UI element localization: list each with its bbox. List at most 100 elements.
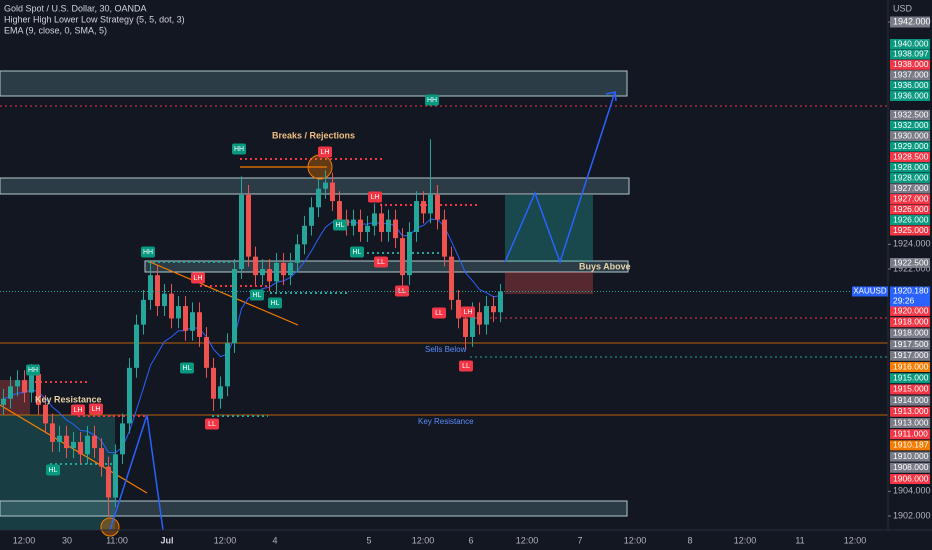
x-tick-label: 8 <box>687 535 692 545</box>
candle-body <box>127 367 132 424</box>
price-label-box <box>890 225 930 236</box>
price-label-box <box>890 59 930 70</box>
candle-body <box>141 299 146 325</box>
candle-body <box>15 380 20 387</box>
candle-body <box>29 374 34 393</box>
candle-body <box>197 312 202 337</box>
candle-body <box>484 306 489 325</box>
zone <box>0 70 628 97</box>
candle-body <box>302 225 307 245</box>
candle-body <box>71 441 76 449</box>
price-label-box <box>890 70 930 81</box>
candle-body <box>442 219 447 257</box>
x-tick-label: Jul <box>160 535 173 545</box>
candle-body <box>288 262 293 276</box>
price-label-box <box>890 317 930 328</box>
candle-body <box>148 275 153 300</box>
price-label-box <box>890 258 930 268</box>
price-label-box <box>890 339 930 350</box>
candle-body <box>169 293 174 319</box>
candle-body <box>211 367 216 399</box>
tick-box <box>890 16 930 28</box>
candle-body <box>281 262 286 276</box>
pivot-label: HL <box>253 292 262 299</box>
y-tick-label: 1942.000 <box>893 16 931 26</box>
candle-body <box>386 219 391 232</box>
pivot-label: HH <box>234 146 244 153</box>
price-label-box <box>890 474 930 484</box>
x-tick-label: 4 <box>272 535 277 545</box>
price-label-box <box>890 204 930 215</box>
x-tick-label: 12:00 <box>734 535 757 545</box>
last-price-box <box>890 286 930 307</box>
candle-body <box>176 306 181 319</box>
pivot-label: HL <box>353 249 362 256</box>
price-label: 1925.000 <box>893 225 929 235</box>
candle-body <box>50 423 55 442</box>
pivot-label: HL <box>336 222 345 229</box>
price-label-box <box>890 406 930 417</box>
x-tick-label: 6 <box>468 535 473 545</box>
x-tick-label: 11:00 <box>106 535 128 545</box>
price-label: 1908.000 <box>893 462 929 472</box>
price-label: 1910.000 <box>893 451 929 461</box>
price-label: 1911.000 <box>893 428 928 438</box>
indicator-legend: EMA (9, close, 0, SMA, 5) <box>4 25 107 35</box>
candle-body <box>134 324 139 368</box>
candle-body <box>498 291 503 313</box>
pivot-label: HH <box>427 97 437 104</box>
candle-body <box>36 374 41 405</box>
candle-body <box>64 435 69 449</box>
countdown: 29:26 <box>893 296 915 306</box>
price-label: 1926.000 <box>893 204 929 214</box>
price-label: 1914.000 <box>893 395 929 405</box>
candle-body <box>246 194 251 257</box>
x-tick-label: 12:00 <box>516 535 539 545</box>
price-label: 1906.000 <box>893 473 929 483</box>
candle-body <box>470 312 475 337</box>
zone <box>0 177 630 195</box>
pivot-badge <box>141 246 155 258</box>
symbol-box <box>852 286 888 297</box>
price-label-box <box>890 39 930 49</box>
pivot-label: LL <box>208 421 216 428</box>
candle-body <box>456 299 461 319</box>
annotation: Sells Below <box>425 345 467 354</box>
candle-body <box>57 435 62 442</box>
x-tick-label: 5 <box>366 535 371 545</box>
price-label: 1928.500 <box>893 151 929 161</box>
price-label: 1929.000 <box>893 141 929 151</box>
candle-body <box>351 219 356 226</box>
candle-body <box>183 306 188 331</box>
price-label-box <box>890 110 930 120</box>
price-label: 1928.000 <box>893 162 929 172</box>
price-label: 1917.500 <box>893 339 929 349</box>
candle-body <box>92 435 97 449</box>
zigzag <box>109 414 164 531</box>
candle-body <box>204 336 209 368</box>
price-label: 1928.000 <box>893 172 929 182</box>
annotation: Buys Above <box>579 261 631 271</box>
price-label-box <box>890 91 930 101</box>
candle-body <box>309 207 314 226</box>
pivot-label: LH <box>321 149 330 156</box>
price-label: 1927.000 <box>893 183 929 193</box>
pivot-badge <box>432 307 446 319</box>
x-tick-label: 12:00 <box>13 535 36 545</box>
y-tick-label: 1904.000 <box>893 486 931 496</box>
price-label-box <box>890 395 930 406</box>
candle-body <box>239 194 244 270</box>
candle-body <box>218 386 223 399</box>
price-label: 1936.000 <box>893 90 929 100</box>
projection <box>504 91 616 265</box>
pivot-label: HH <box>28 367 38 374</box>
price-label: 1913.000 <box>893 406 929 416</box>
candle-body <box>358 219 363 232</box>
candle-body <box>267 269 272 282</box>
candle-body <box>407 231 412 276</box>
price-label: 1916.000 <box>893 361 929 371</box>
price-label: 1932.000 <box>893 120 929 130</box>
candle-body <box>106 466 111 498</box>
pivot-label: HL <box>271 300 280 307</box>
